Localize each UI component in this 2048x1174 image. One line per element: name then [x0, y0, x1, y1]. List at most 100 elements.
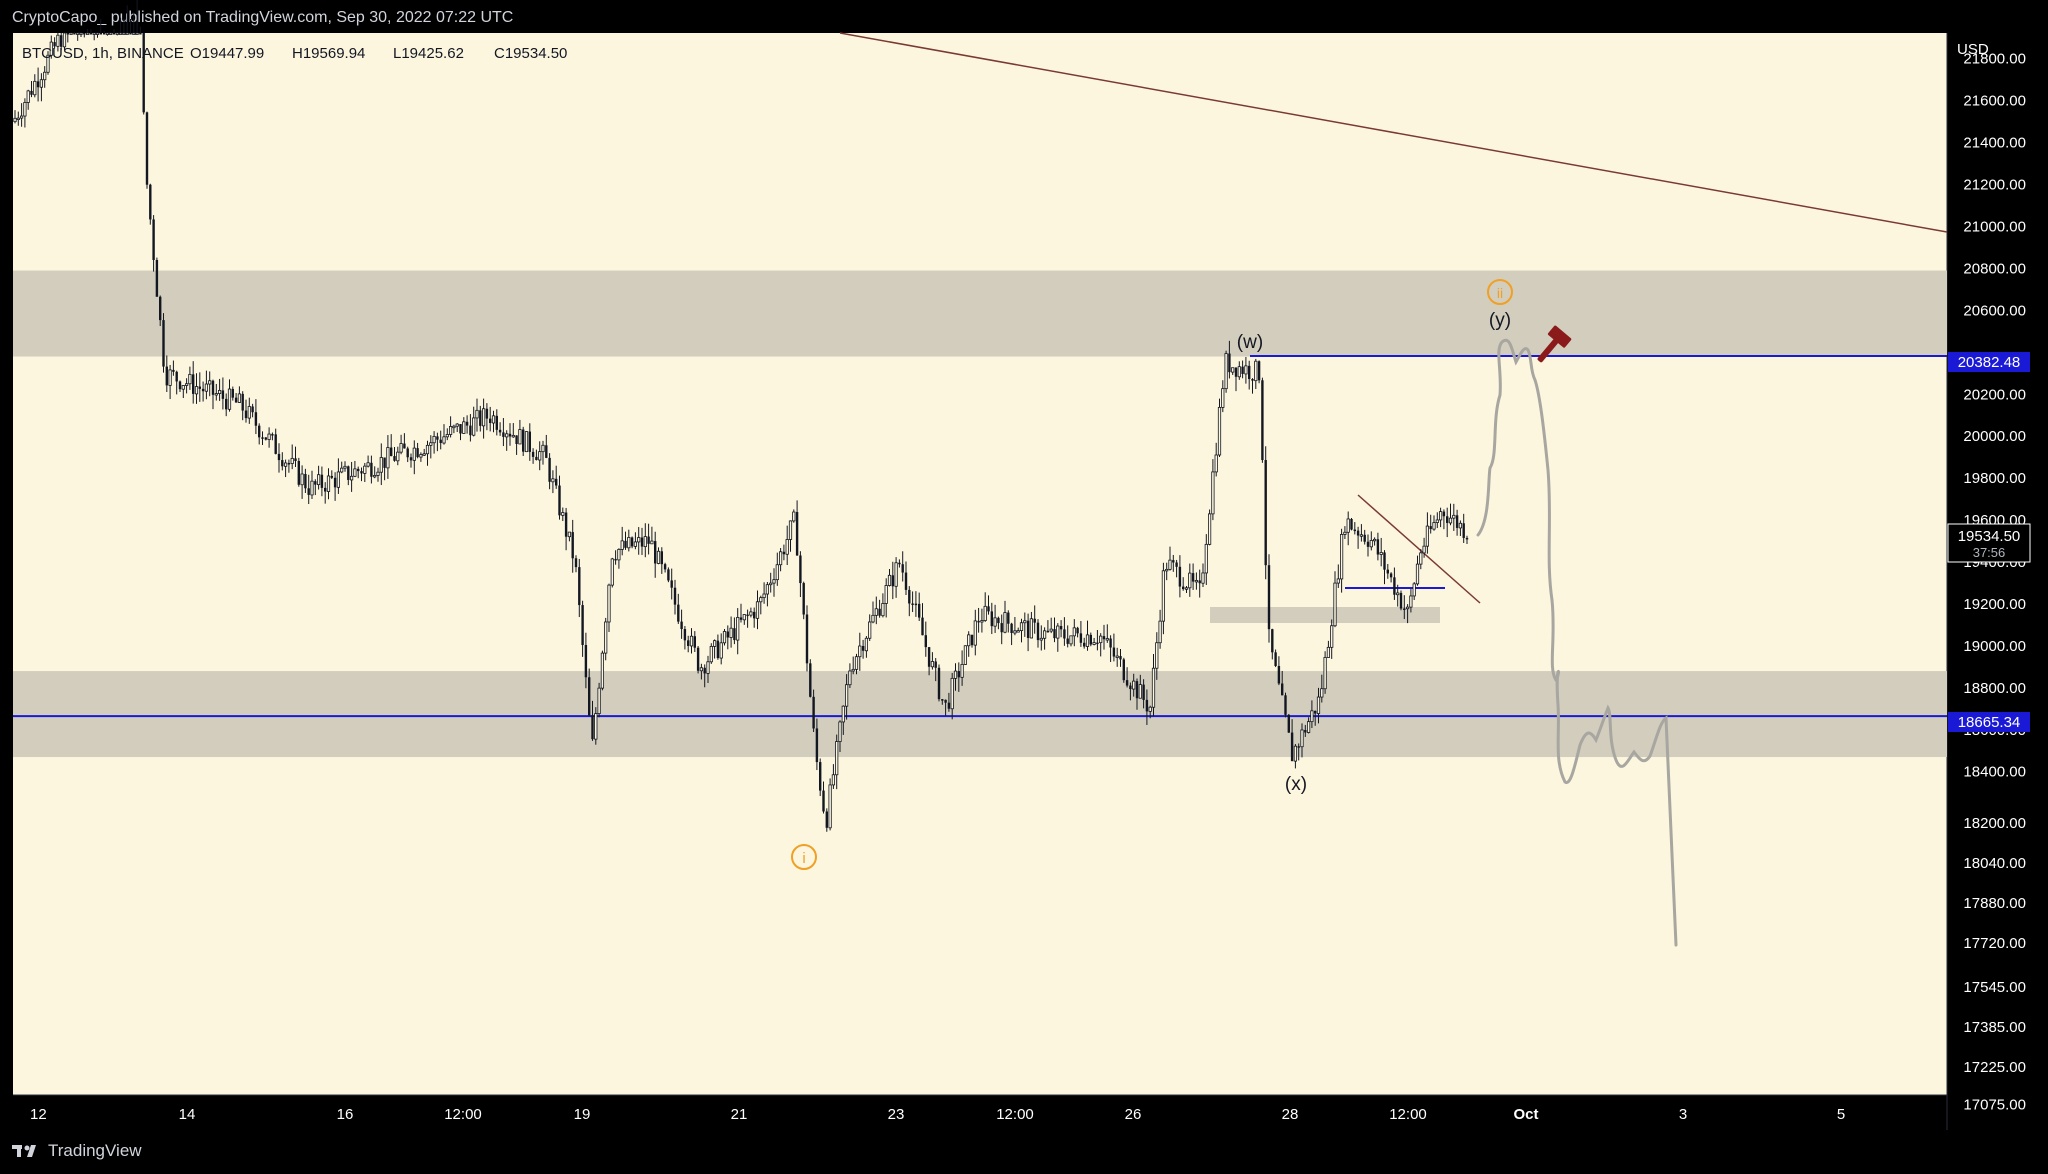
- candle: [762, 582, 766, 604]
- resistance-price-tag: [1948, 352, 2030, 372]
- candle: [673, 579, 677, 615]
- candle: [231, 386, 234, 401]
- candle: [386, 435, 390, 479]
- candle: [326, 468, 331, 500]
- candle: [330, 470, 333, 480]
- candle: [119, 17, 123, 35]
- currency-label: USD: [1957, 41, 1989, 58]
- candle: [1393, 567, 1396, 600]
- candle: [581, 600, 584, 657]
- candle: [809, 659, 812, 698]
- candle: [168, 364, 172, 400]
- price-tick-label: 20200.00: [1963, 386, 2026, 403]
- candle: [184, 378, 189, 394]
- candle: [1036, 619, 1040, 648]
- candle: [1376, 532, 1380, 561]
- candle: [1435, 512, 1439, 529]
- wave-label-w: (w): [1237, 332, 1263, 353]
- candle: [1353, 522, 1356, 535]
- candle: [181, 385, 185, 399]
- candle: [145, 111, 149, 189]
- candle: [531, 448, 535, 464]
- candle: [99, 18, 102, 35]
- candle: [1138, 674, 1142, 699]
- candle: [610, 557, 614, 588]
- time-axis-panel[interactable]: [0, 1095, 1947, 1130]
- candle: [498, 422, 502, 436]
- candle: [1172, 554, 1175, 572]
- candle: [1194, 572, 1198, 590]
- candle: [934, 658, 937, 682]
- candle: [736, 608, 740, 655]
- candle: [822, 781, 825, 814]
- candle: [871, 601, 875, 624]
- candle: [406, 446, 409, 463]
- candle: [1175, 559, 1178, 578]
- long-trendline[interactable]: [839, 32, 1948, 233]
- candle: [1059, 620, 1063, 638]
- candle: [881, 593, 885, 618]
- candle: [924, 621, 927, 657]
- price-tick-label: 20000.00: [1963, 428, 2026, 445]
- candle: [1415, 555, 1420, 586]
- candle: [578, 558, 581, 618]
- candle: [237, 386, 241, 403]
- candle: [290, 444, 294, 470]
- candle: [1119, 649, 1122, 667]
- candle: [1099, 633, 1103, 657]
- candle: [261, 431, 264, 445]
- candle: [277, 443, 281, 473]
- candle: [713, 639, 717, 659]
- candle: [1277, 656, 1281, 686]
- candle: [555, 465, 558, 489]
- candle: [472, 406, 476, 437]
- candle: [1254, 358, 1258, 390]
- countdown-text: 37:56: [1973, 545, 2006, 560]
- candle: [69, 32, 73, 35]
- candle: [264, 437, 267, 441]
- candle: [1425, 512, 1429, 554]
- candle: [660, 547, 663, 574]
- price-tick-label: 17385.00: [1963, 1019, 2026, 1036]
- candle: [436, 432, 439, 452]
- candle: [43, 66, 47, 88]
- candle: [283, 459, 288, 478]
- candle: [604, 617, 608, 661]
- candle: [340, 461, 344, 474]
- wave-label-i: i: [802, 850, 805, 867]
- candle: [819, 758, 822, 797]
- candle: [475, 398, 479, 432]
- candle: [1271, 628, 1274, 660]
- candle: [491, 410, 496, 433]
- candle: [26, 89, 30, 110]
- candle: [399, 434, 403, 455]
- candle: [993, 604, 997, 633]
- candle: [419, 452, 423, 462]
- wave-label-x: (x): [1285, 774, 1307, 795]
- time-tick-label: 23: [888, 1106, 905, 1123]
- candle: [1379, 537, 1383, 567]
- candle: [904, 561, 908, 596]
- tradingview-logo[interactable]: TradingView: [12, 1141, 142, 1161]
- price-tick-label: 21000.00: [1963, 219, 2026, 236]
- symbol-label: BTCUSD, 1h, BINANCE: [22, 45, 184, 62]
- candle: [1007, 610, 1010, 633]
- candle: [379, 443, 383, 486]
- candle: [990, 602, 993, 635]
- candle: [1455, 509, 1459, 536]
- candle: [505, 430, 509, 451]
- candle: [874, 596, 878, 625]
- candle: [667, 567, 670, 583]
- price-axis-panel[interactable]: [1947, 33, 2048, 1130]
- candle: [469, 414, 472, 442]
- candle: [864, 636, 869, 658]
- candle: [247, 397, 251, 424]
- candle: [1290, 719, 1294, 762]
- candle: [390, 434, 393, 457]
- short-trendline[interactable]: [1357, 494, 1481, 604]
- candle: [1465, 535, 1469, 544]
- candle: [83, 33, 86, 38]
- candle: [699, 663, 704, 680]
- candle: [135, 0, 139, 35]
